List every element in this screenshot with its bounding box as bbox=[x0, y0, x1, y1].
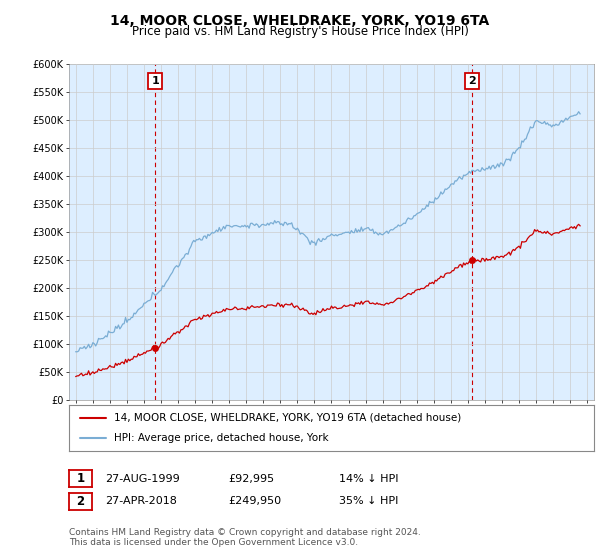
Text: 35% ↓ HPI: 35% ↓ HPI bbox=[339, 496, 398, 506]
Text: 2: 2 bbox=[76, 494, 85, 508]
Text: 2: 2 bbox=[468, 76, 476, 86]
Text: 1: 1 bbox=[151, 76, 159, 86]
Text: 1: 1 bbox=[76, 472, 85, 486]
Text: 14, MOOR CLOSE, WHELDRAKE, YORK, YO19 6TA (detached house): 14, MOOR CLOSE, WHELDRAKE, YORK, YO19 6T… bbox=[113, 413, 461, 423]
Text: £249,950: £249,950 bbox=[228, 496, 281, 506]
Text: 27-AUG-1999: 27-AUG-1999 bbox=[105, 474, 180, 484]
Text: HPI: Average price, detached house, York: HPI: Average price, detached house, York bbox=[113, 433, 328, 443]
Text: 14% ↓ HPI: 14% ↓ HPI bbox=[339, 474, 398, 484]
Text: 27-APR-2018: 27-APR-2018 bbox=[105, 496, 177, 506]
Text: 14, MOOR CLOSE, WHELDRAKE, YORK, YO19 6TA: 14, MOOR CLOSE, WHELDRAKE, YORK, YO19 6T… bbox=[110, 14, 490, 28]
Text: Contains HM Land Registry data © Crown copyright and database right 2024.
This d: Contains HM Land Registry data © Crown c… bbox=[69, 528, 421, 547]
Text: Price paid vs. HM Land Registry's House Price Index (HPI): Price paid vs. HM Land Registry's House … bbox=[131, 25, 469, 38]
Text: £92,995: £92,995 bbox=[228, 474, 274, 484]
